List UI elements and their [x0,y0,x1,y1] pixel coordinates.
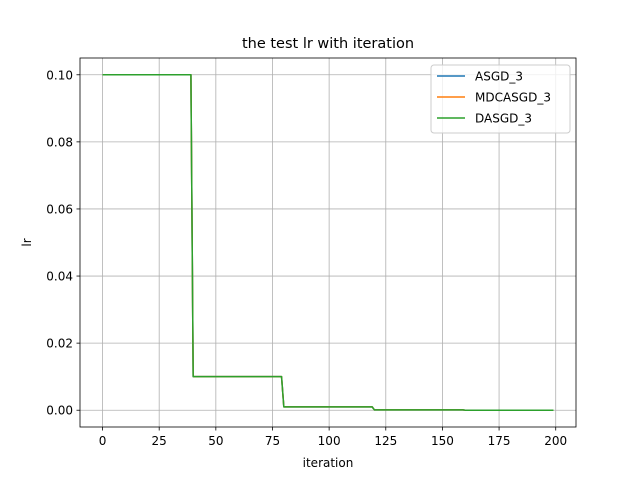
y-tick-label: 0.10 [46,68,73,82]
x-tick-label: 100 [318,434,341,448]
y-tick-label: 0.06 [46,202,73,216]
y-axis-ticks: 0.00 0.02 0.04 0.06 0.08 0.10 [46,68,80,418]
legend-label: DASGD_3 [475,112,532,126]
x-tick-label: 0 [99,434,107,448]
y-axis-label: lr [20,238,34,246]
x-tick-label: 125 [374,434,397,448]
x-tick-label: 25 [152,434,167,448]
x-tick-label: 200 [544,434,567,448]
plot-frame [79,57,577,428]
series-lines [102,74,554,411]
y-tick-label: 0.08 [46,135,73,149]
y-tick-label: 0.02 [46,337,73,351]
y-tick-label: 0.00 [46,404,73,418]
legend-label: MDCASGD_3 [475,91,551,105]
x-tick-label: 50 [208,434,223,448]
chart-title: the test lr with iteration [242,36,414,52]
legend: ASGD_3 MDCASGD_3 DASGD_3 [430,64,571,134]
grid-lines [80,58,576,427]
x-tick-label: 175 [488,434,511,448]
legend-label: ASGD_3 [475,70,523,84]
x-tick-label: 75 [265,434,280,448]
y-tick-label: 0.04 [46,270,73,284]
series-line-dasgd-3 [102,74,554,411]
legend-box [430,64,571,134]
x-tick-label: 150 [431,434,454,448]
x-axis-label: iteration [303,456,354,470]
x-axis-ticks: 0 25 50 75 100 125 150 175 200 [99,427,567,448]
